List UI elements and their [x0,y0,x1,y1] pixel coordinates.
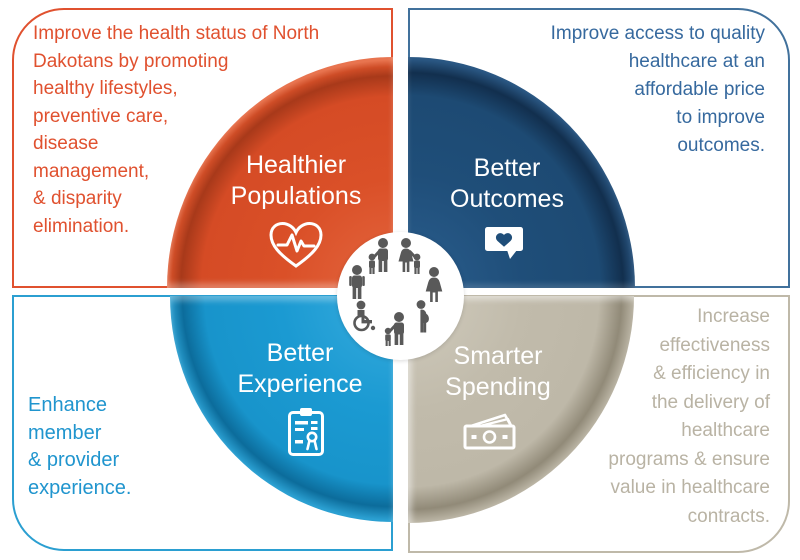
parent-child-icon [384,312,404,346]
clipboard-checklist-icon [287,407,325,462]
better-experience-description: Enhance member & provider experience. [28,394,132,499]
smarter-spending-label: Smarter Spending [445,342,551,401]
people-community-icon [337,232,464,360]
woman-icon [425,267,443,302]
wheelchair-icon [353,300,376,332]
family-icon [368,238,421,274]
smarter-spending-description: Increase effectiveness & efficiency in t… [608,306,770,527]
banknotes-icon [462,410,518,457]
message-heart-icon [484,226,524,265]
pregnant-woman-icon [416,300,429,333]
better-outcomes-description: Improve access to quality healthcare at … [550,23,765,156]
heart-pulse-icon [266,220,326,275]
healthier-populations-label: Healthier Populations [230,151,362,210]
man-icon [349,265,365,299]
better-outcomes-label: Better Outcomes [450,154,564,213]
healthier-populations-description: Improve the health status of North Dakot… [33,23,320,237]
better-experience-label: Better Experience [237,339,363,398]
